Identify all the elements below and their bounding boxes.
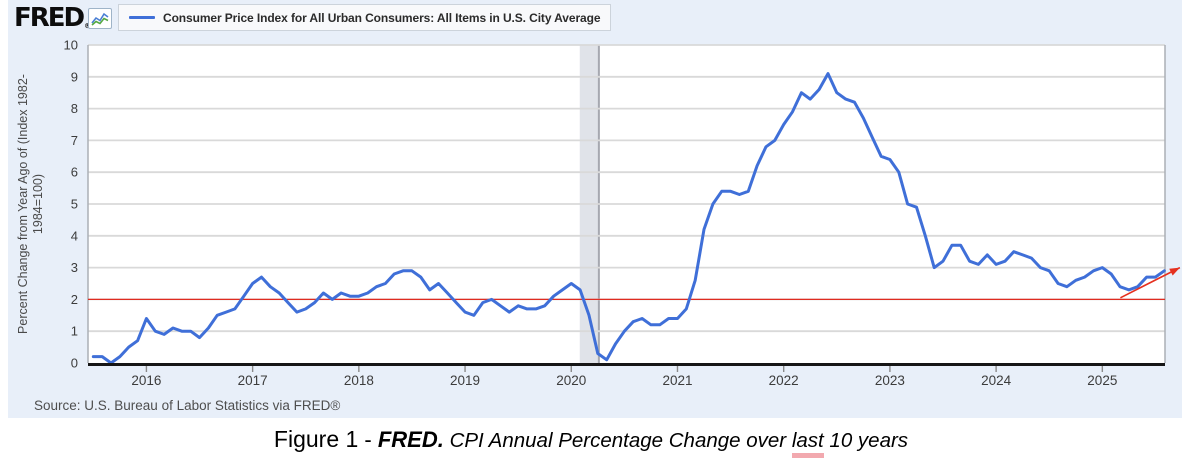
- fred-chart-panel: FRED® Consumer Price Index for All Urban…: [0, 0, 1182, 418]
- cpi-line: [91, 72, 1166, 365]
- y-tick-label: 7: [71, 133, 78, 148]
- left-margin-strip: [0, 0, 8, 418]
- y-tick-label: 8: [71, 101, 78, 116]
- chart-legend: Consumer Price Index for All Urban Consu…: [118, 4, 612, 31]
- registered-mark: ®: [84, 22, 91, 30]
- caption-description: CPI Annual Percentage Change over last 1…: [444, 429, 908, 458]
- x-tick-label: 2020: [556, 373, 586, 388]
- fred-logo-text: FRED: [14, 3, 85, 33]
- x-tick-label: 2023: [875, 373, 905, 388]
- x-tick-label: 2025: [1087, 373, 1117, 388]
- caption-underlined-word: last: [791, 429, 824, 458]
- legend-line-swatch: [129, 16, 155, 19]
- source-note: Source: U.S. Bureau of Labor Statistics …: [34, 398, 341, 413]
- figure-caption: Figure 1 - FRED. CPI Annual Percentage C…: [0, 426, 1182, 458]
- x-tick-label: 2021: [662, 373, 692, 388]
- x-tick-label: 2018: [344, 373, 374, 388]
- cpi-chart: 0 1 2 3 4 5 6 7 8 9 10 2016 2017 2018 2019 2020 2021 2022…: [64, 38, 1181, 388]
- x-tick-label: 2017: [238, 373, 268, 388]
- figure-number: Figure 1: [273, 426, 359, 452]
- trend-arrow: [1120, 266, 1181, 299]
- caption-text-before: CPI Annual Percentage Change over: [449, 429, 792, 452]
- y-tick-label: 1: [71, 324, 78, 339]
- caption-text-after: 10 years: [823, 429, 909, 452]
- fred-graph-icon: [88, 8, 112, 29]
- y-tick-label: 0: [71, 356, 78, 371]
- caption-brand: FRED.: [377, 427, 444, 452]
- x-tick-label: 2022: [769, 373, 799, 388]
- y-tick-label: 9: [71, 69, 78, 84]
- y-tick-label: 5: [71, 197, 78, 212]
- trend-arrow-head: [1169, 267, 1180, 276]
- legend-series-label: Consumer Price Index for All Urban Consu…: [163, 10, 601, 25]
- y-tick-label: 4: [71, 228, 78, 243]
- x-tick-label: 2024: [981, 373, 1012, 388]
- y-tick-label: 3: [71, 260, 78, 275]
- x-tick-label: 2016: [131, 373, 161, 388]
- x-tick-label: 2019: [450, 373, 480, 388]
- y-tick-label: 6: [71, 165, 78, 180]
- y-tick-label: 2: [71, 292, 78, 307]
- caption-separator: -: [358, 427, 378, 452]
- fred-logo: FRED®: [14, 3, 91, 37]
- y-tick-label: 10: [64, 38, 78, 53]
